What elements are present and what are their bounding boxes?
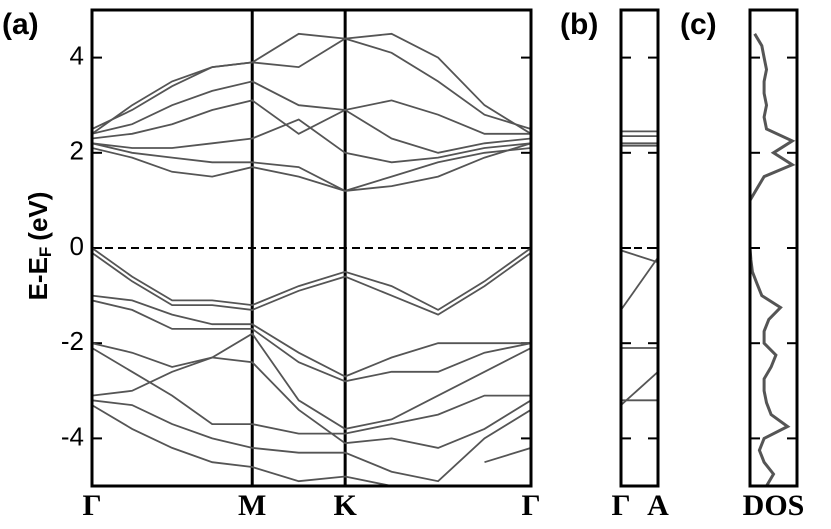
panel-label: (a)	[2, 8, 39, 41]
x-axis-label: DOS	[743, 489, 805, 522]
band	[92, 347, 531, 435]
x-tick-label: A	[647, 489, 669, 522]
band	[92, 118, 531, 164]
x-tick-label: Γ	[521, 489, 540, 522]
y-label-subscript: F	[36, 247, 55, 257]
frame	[90, 8, 533, 488]
band	[92, 294, 531, 378]
x-tick-label: Γ	[611, 489, 630, 522]
x-tick-label: K	[333, 489, 357, 522]
band	[92, 399, 531, 483]
band	[621, 249, 658, 264]
band	[92, 252, 531, 316]
band	[92, 37, 531, 130]
frame	[748, 8, 799, 488]
y-tick-label: -4	[61, 421, 84, 451]
x-tick-label: M	[238, 489, 266, 522]
band	[92, 99, 531, 154]
band	[92, 356, 531, 449]
band	[92, 80, 531, 135]
y-label-text: E-E	[23, 257, 53, 300]
band	[92, 247, 531, 311]
band	[92, 32, 531, 135]
x-tick-label: Γ	[82, 489, 101, 522]
y-axis-label: E-EF (eV)	[23, 192, 56, 301]
band	[92, 299, 531, 383]
y-tick-label: 0	[70, 231, 84, 261]
band	[92, 142, 531, 192]
band	[92, 404, 531, 486]
band	[621, 256, 658, 311]
y-tick-label: 2	[70, 136, 84, 166]
panel-label: (b)	[560, 8, 598, 41]
band	[92, 332, 531, 430]
band	[92, 147, 531, 192]
y-tick-label: 4	[70, 40, 84, 70]
y-tick-label: -2	[61, 326, 84, 356]
frame	[619, 8, 660, 488]
y-label-unit: (eV)	[23, 192, 53, 241]
panel-label: (c)	[680, 8, 717, 41]
dos-curve	[750, 33, 796, 486]
